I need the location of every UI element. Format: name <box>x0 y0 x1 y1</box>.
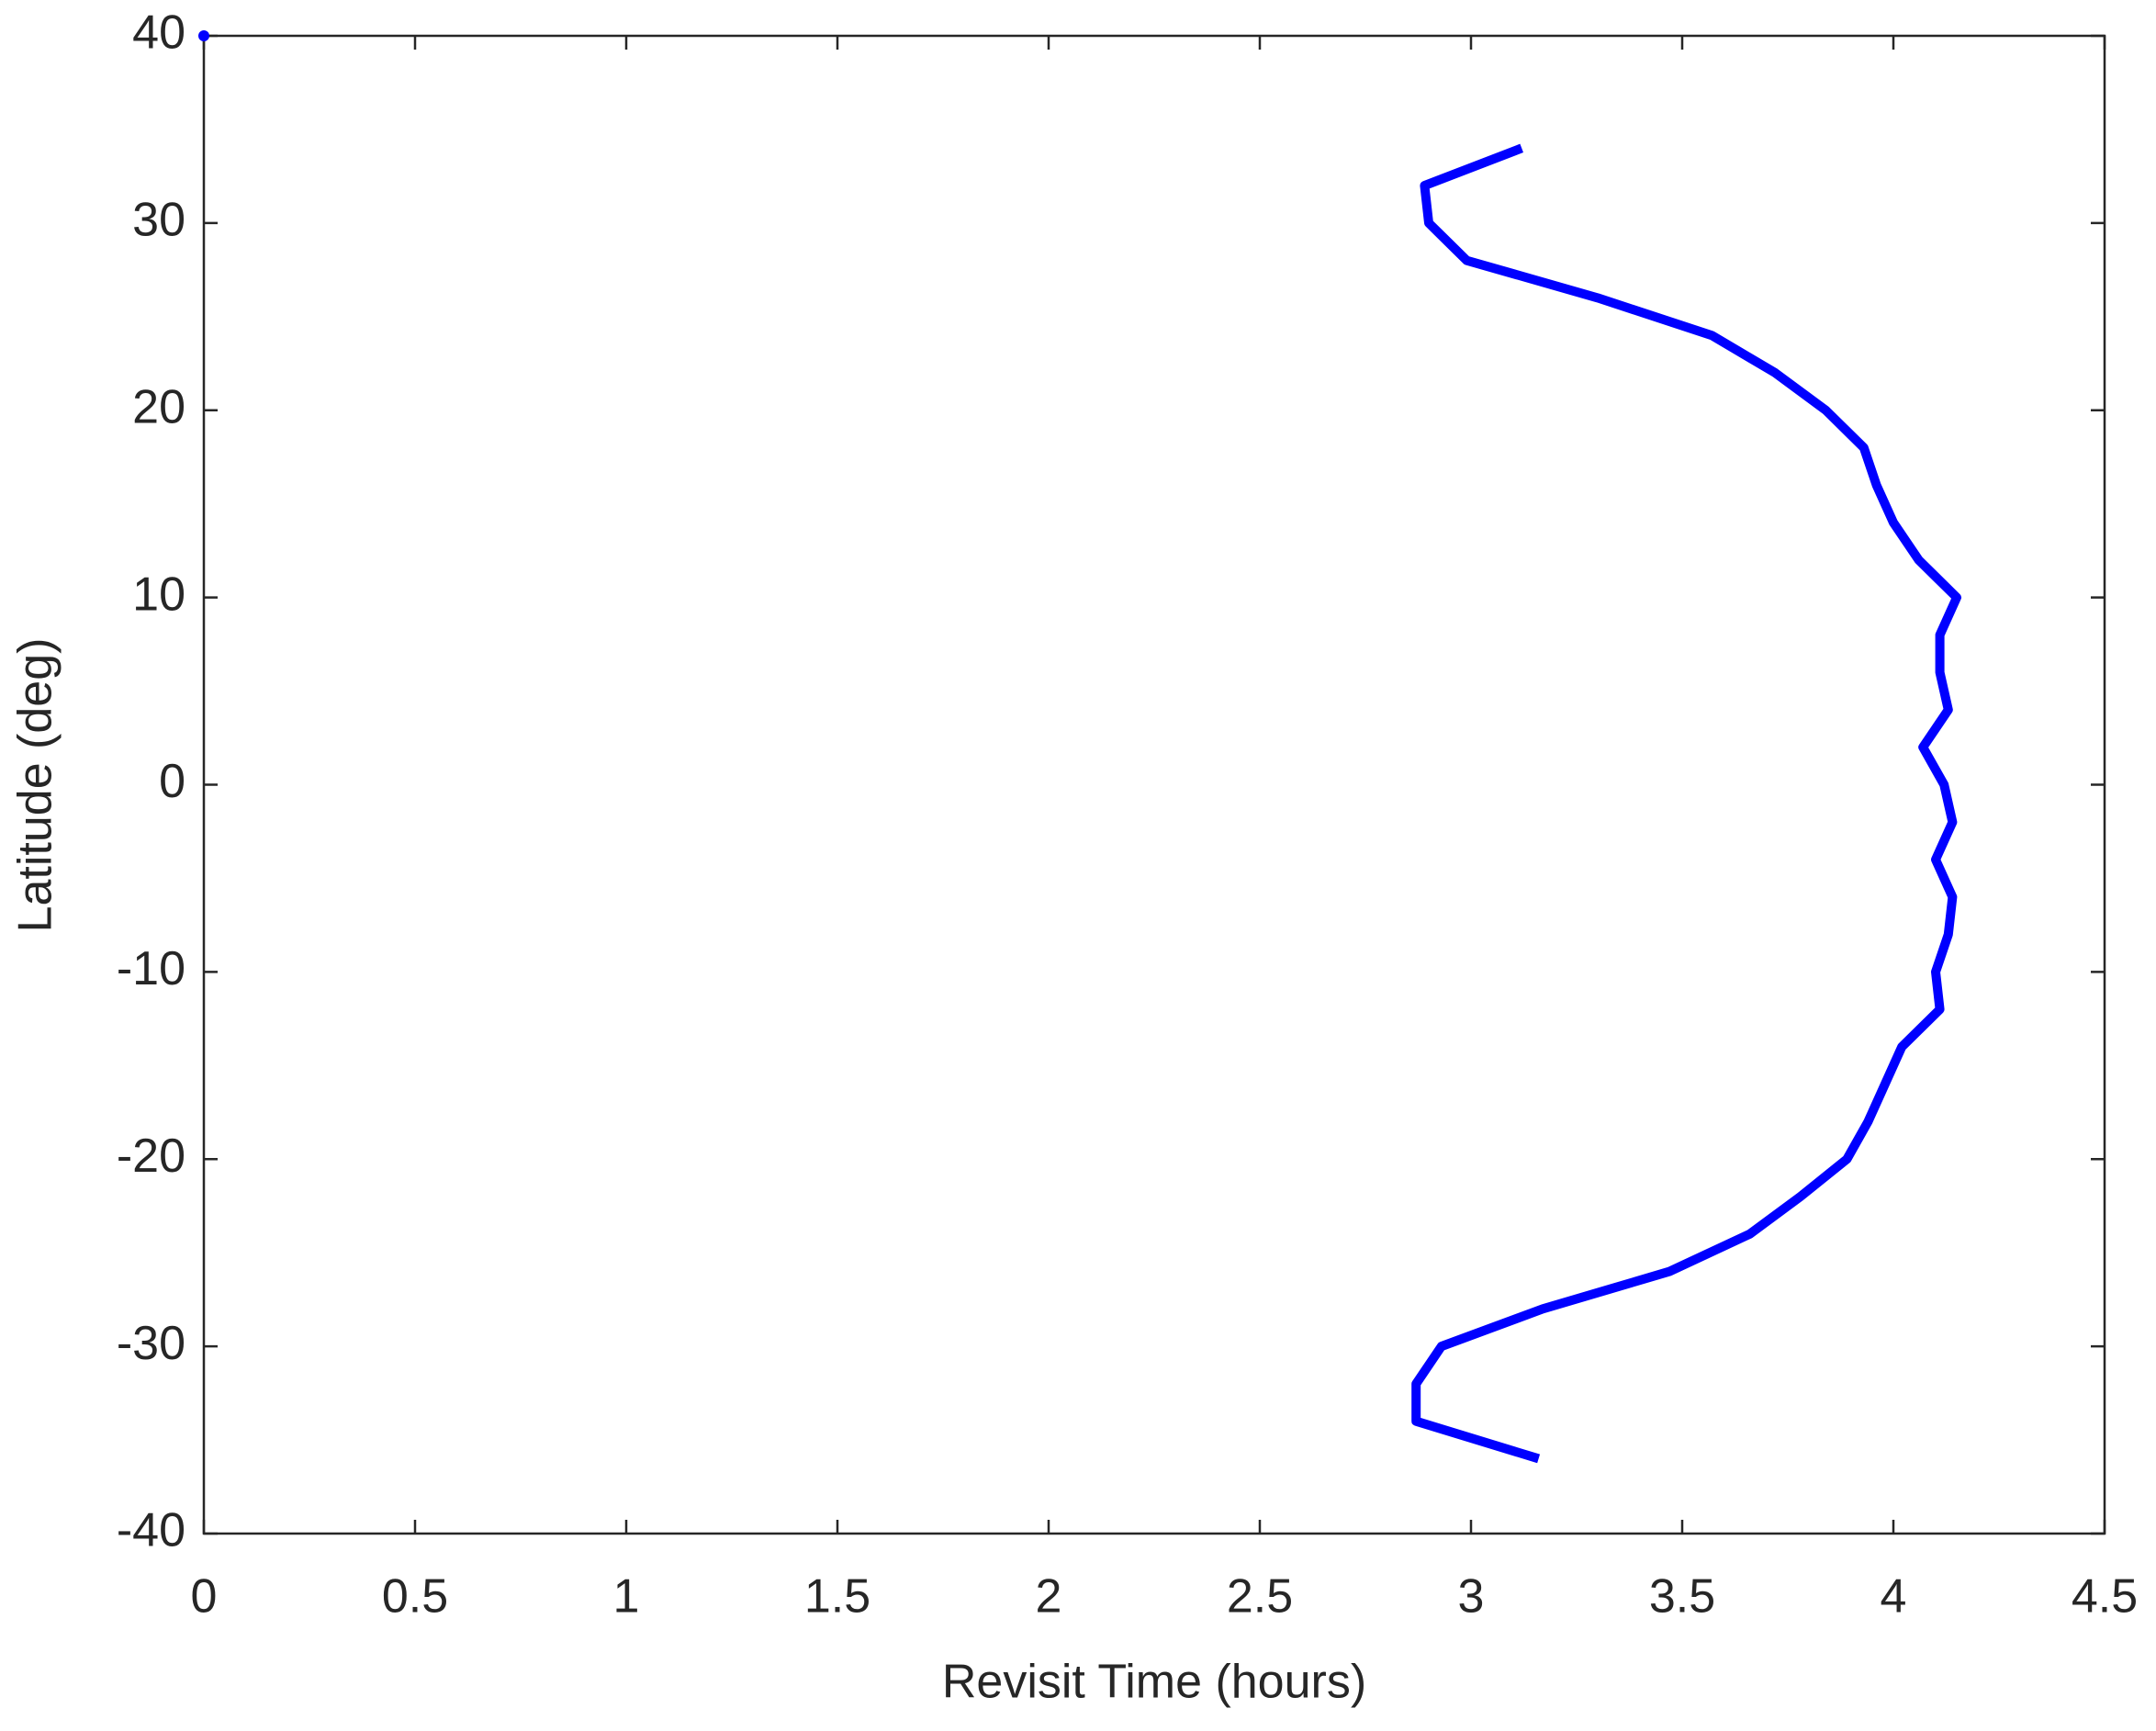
x-tick-label: 1 <box>613 1570 640 1624</box>
y-tick-label: 20 <box>132 380 185 433</box>
y-tick-label: 0 <box>159 755 185 808</box>
point <box>198 30 209 41</box>
x-tick-label: 2 <box>1036 1570 1062 1624</box>
y-tick-label: -30 <box>117 1317 185 1370</box>
y-tick-label: -10 <box>117 942 185 995</box>
y-tick-label: 10 <box>132 568 185 621</box>
x-axis-label: Revisit Time (hours) <box>942 1656 1366 1709</box>
y-tick-label: 30 <box>132 194 185 247</box>
y-tick-label: -40 <box>117 1504 185 1557</box>
y-axis-label: Latitude (deg) <box>9 638 62 933</box>
x-tick-label: 0 <box>191 1570 218 1624</box>
y-tick-label: -20 <box>117 1130 185 1183</box>
y-tick-label: 40 <box>132 6 185 60</box>
x-tick-label: 4 <box>1881 1570 1907 1624</box>
x-tick-label: 4.5 <box>2072 1570 2138 1624</box>
x-tick-label: 0.5 <box>382 1570 448 1624</box>
x-tick-label: 2.5 <box>1227 1570 1293 1624</box>
x-tick-label: 1.5 <box>804 1570 870 1624</box>
x-tick-label: 3 <box>1458 1570 1485 1624</box>
line <box>1411 143 1961 1464</box>
x-tick-label: 3.5 <box>1649 1570 1715 1624</box>
